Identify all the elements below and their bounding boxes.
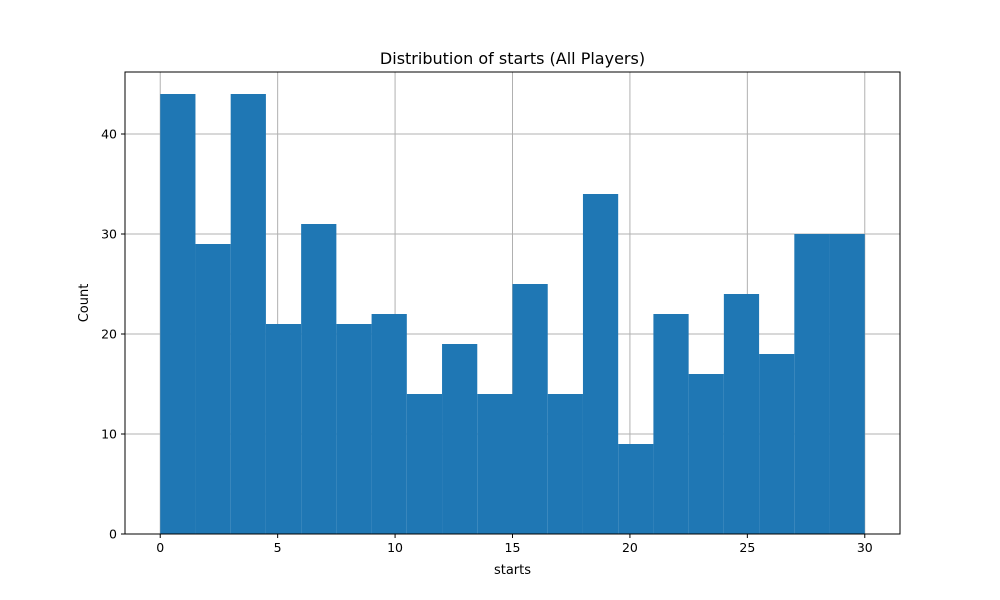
- x-tick-label: 15: [505, 540, 521, 555]
- x-tick-label: 10: [387, 540, 403, 555]
- x-tick-label: 20: [622, 540, 638, 555]
- y-axis-label: Count: [77, 284, 92, 323]
- y-tick-label: 20: [101, 327, 117, 342]
- ticks-layer: 0 5 10 15 20 25 30 0 10 20 30 40: [101, 127, 873, 556]
- histogram-bar: [723, 294, 760, 534]
- histogram-bar: [618, 444, 654, 534]
- histogram-bar: [582, 194, 619, 534]
- y-tick-label: 40: [101, 127, 117, 142]
- histogram-bar: [230, 94, 266, 534]
- histogram-bar: [477, 394, 513, 534]
- histogram-bar: [265, 324, 302, 534]
- histogram-bar: [301, 224, 337, 534]
- histogram-bar: [512, 284, 548, 534]
- histogram-bar: [442, 344, 478, 534]
- histogram-bar: [160, 94, 196, 534]
- histogram-bar: [406, 394, 443, 534]
- histogram-bar: [371, 314, 407, 534]
- bars-layer: [160, 94, 865, 534]
- histogram-bar: [547, 394, 583, 534]
- x-tick-label: 0: [156, 540, 164, 555]
- histogram-bar: [336, 324, 372, 534]
- x-tick-label: 25: [739, 540, 755, 555]
- y-tick-label: 30: [101, 227, 117, 242]
- x-tick-label: 5: [274, 540, 282, 555]
- histogram-bar: [688, 374, 724, 534]
- x-tick-label: 30: [857, 540, 873, 555]
- y-tick-label: 0: [109, 527, 117, 542]
- chart-title: Distribution of starts (All Players): [380, 49, 645, 68]
- y-tick-label: 10: [101, 427, 117, 442]
- histogram-bar: [195, 244, 231, 534]
- x-axis-label: starts: [494, 563, 531, 578]
- histogram-bar: [829, 234, 865, 534]
- histogram-bar: [794, 234, 830, 534]
- histogram-bar: [653, 314, 689, 534]
- histogram-bar: [759, 354, 795, 534]
